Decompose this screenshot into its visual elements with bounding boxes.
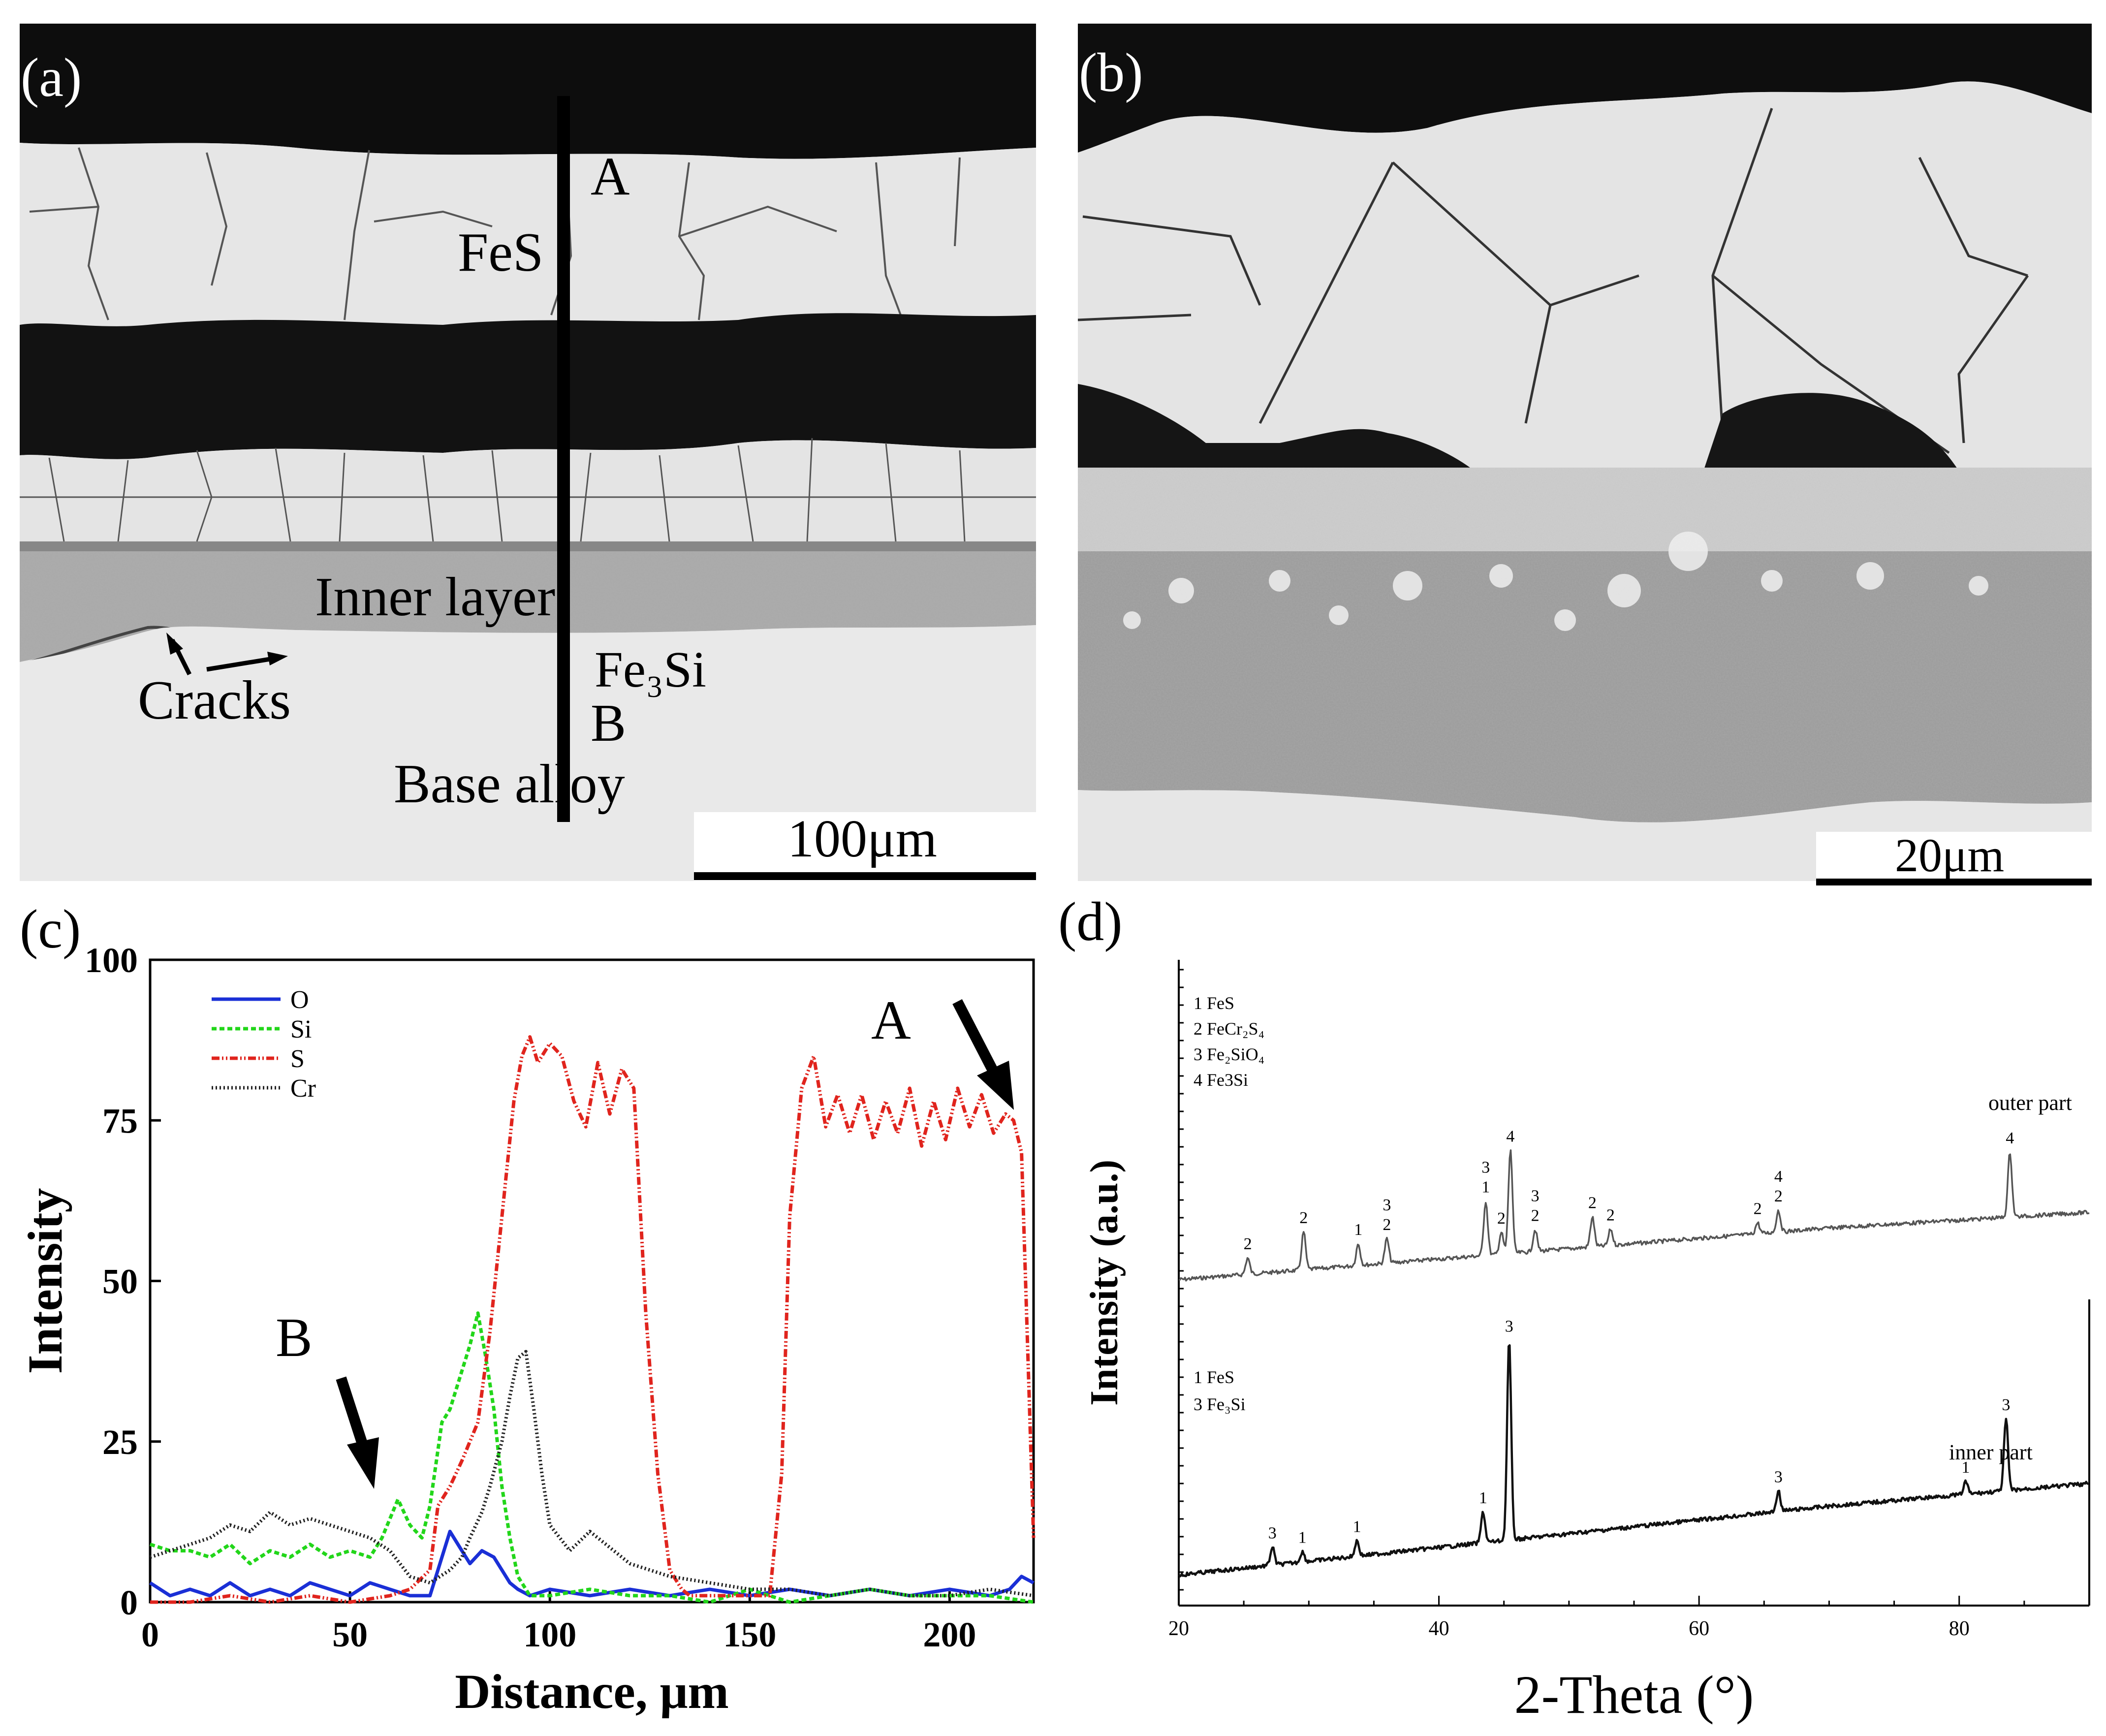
x-tick-label-d: 60: [1689, 1617, 1709, 1640]
x-tick-label-d: 40: [1429, 1617, 1449, 1640]
micrograph-a: [20, 24, 1036, 881]
y-tick-label-c: 75: [102, 1101, 138, 1140]
scale-bar-a: 100μm: [694, 810, 1036, 881]
y-tick-label-c: 100: [85, 941, 138, 980]
label-fe3si: Fe₃Si: [595, 641, 706, 698]
legend-label-si: Si: [290, 1015, 312, 1043]
peak-label: 1: [1961, 1458, 1970, 1477]
micrograph-b: [1078, 24, 2092, 881]
panel-label-b: (b): [1079, 42, 1143, 103]
y-axis-label-c: Intensity: [18, 1188, 72, 1374]
x-tick-label-c: 150: [723, 1615, 776, 1654]
peak-label: 1: [1298, 1529, 1307, 1547]
label-inner-layer: Inner layer: [315, 567, 555, 628]
scale-bar-b-label: 20μm: [1895, 829, 2004, 882]
arrow-A-shaft: [952, 999, 999, 1076]
label-A: A: [591, 146, 629, 206]
plot-frame-c: [149, 958, 1035, 1604]
x-tick-label-d: 20: [1168, 1617, 1189, 1640]
annotation-B: B: [276, 1307, 313, 1368]
y-axis-label-d: Intensity (a.u.): [1083, 1160, 1126, 1406]
chart-c: 0 50 100 150 200 0 25 50 75 100 Distance, μm Intens…: [18, 941, 1036, 1719]
legend-label-o: O: [290, 986, 309, 1014]
legend-label-s: S: [290, 1045, 305, 1073]
peak-label: 1: [1353, 1517, 1361, 1536]
label-cracks: Cracks: [138, 670, 291, 731]
x-tick-label-c: 100: [523, 1615, 576, 1654]
peak-label: 2: [1588, 1194, 1597, 1212]
chart-d: 20 40 60 802-Theta (°)Intensity (a.u.) 22132…: [1083, 960, 2090, 1725]
cracks-arrows: [166, 632, 288, 676]
peak-label: 2: [1531, 1206, 1540, 1225]
arrow-B-shaft: [336, 1376, 370, 1452]
peak-label: 4: [1506, 1127, 1514, 1145]
phase-legend-entry: 1 FeS: [1194, 993, 1234, 1013]
arrow-A-head: [977, 1061, 1014, 1110]
y-tick-label-c: 0: [120, 1583, 138, 1622]
pattern-name-outer: outer part: [1988, 1091, 2072, 1115]
peak-label: 3: [2002, 1396, 2010, 1414]
phase-legend-entry: 4 Fe3Si: [1194, 1070, 1248, 1090]
label-fes: FeS: [458, 222, 543, 283]
peak-label: 1: [1479, 1489, 1487, 1507]
peak-label: 4: [2006, 1129, 2014, 1147]
phase-legend-entry: 3 Fe₃Si: [1194, 1394, 1246, 1414]
series-line-cr: [149, 1350, 1034, 1598]
phase-legend-entry: 2 FeCr₂S₄: [1194, 1019, 1264, 1039]
xrd-pattern-outer: [1178, 1149, 2090, 1282]
peak-label: 3: [1774, 1468, 1783, 1486]
y-tick-label-c: 25: [102, 1422, 138, 1462]
label-base-alloy: Base alloy: [394, 754, 625, 815]
pattern-name-inner: inner part: [1949, 1440, 2033, 1464]
scale-bar-b: 20μm: [1816, 829, 2092, 885]
phase-legend-entry: 3 Fe₂SiO₄: [1194, 1044, 1264, 1064]
peak-label: 1: [1481, 1178, 1490, 1196]
peak-label: 1: [1354, 1221, 1362, 1239]
label-B: B: [591, 694, 626, 753]
x-tick-label-c: 50: [332, 1615, 368, 1654]
panel-label-d: (d): [1058, 891, 1123, 952]
x-tick-label-c: 0: [141, 1615, 159, 1654]
series-line-o: [149, 1529, 1035, 1598]
phase-legend-entry: 1 FeS: [1194, 1367, 1234, 1387]
peak-label: 2: [1299, 1209, 1308, 1227]
peak-label: 3: [1383, 1196, 1391, 1214]
peak-label: 3: [1505, 1317, 1513, 1335]
peak-label: 2: [1244, 1235, 1252, 1253]
annotation-A: A: [871, 990, 911, 1051]
xrd-pattern-inner: [1178, 1344, 2090, 1578]
scale-bar-a-label: 100μm: [787, 810, 937, 868]
peak-label: 3: [1268, 1524, 1277, 1542]
x-tick-label-d: 80: [1949, 1617, 1970, 1640]
peak-label: 2: [1754, 1200, 1762, 1218]
peak-label: 2: [1497, 1209, 1506, 1228]
series-line-si: [149, 1311, 1034, 1604]
panel-label-a: (a): [21, 47, 82, 108]
peak-label: 2: [1383, 1216, 1391, 1234]
peak-label: 2: [1774, 1187, 1783, 1205]
y-tick-label-c: 50: [102, 1262, 138, 1301]
series-line-s: [150, 1035, 1036, 1604]
arrow-B-head: [347, 1437, 379, 1489]
peak-label: 3: [1531, 1187, 1540, 1205]
legend-label-cr: Cr: [290, 1074, 316, 1103]
x-axis-label-c: Distance, μm: [455, 1664, 729, 1719]
peak-label: 3: [1481, 1158, 1490, 1176]
x-axis-label-d: 2-Theta (°): [1514, 1665, 1754, 1725]
panel-label-c: (c): [20, 899, 81, 960]
peak-label: 2: [1606, 1206, 1615, 1224]
peak-label: 4: [1774, 1168, 1783, 1186]
x-tick-label-c: 200: [923, 1615, 976, 1654]
